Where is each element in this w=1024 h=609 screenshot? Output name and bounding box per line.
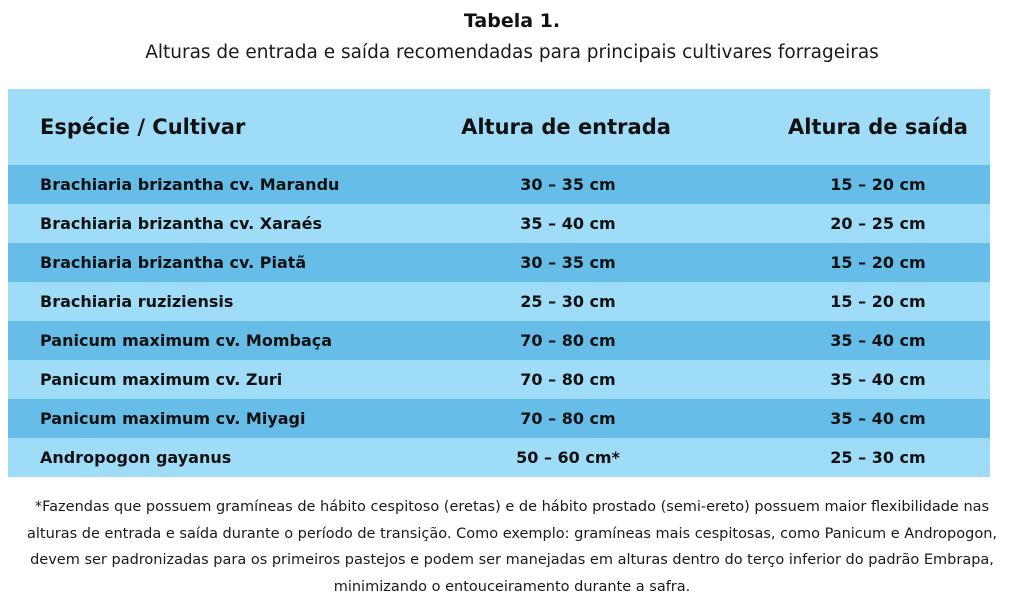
exit-height-cell: 15 – 20 cm: [830, 175, 926, 194]
species-cell: Brachiaria brizantha cv. Marandu: [40, 175, 340, 194]
table-subtitle: Alturas de entrada e saída recomendadas …: [145, 42, 879, 63]
table-footnote: *Fazendas que possuem gramíneas de hábit…: [26, 499, 997, 595]
entry-height-cell: 70 – 80 cm: [520, 370, 616, 389]
table-row: Brachiaria brizantha cv. Piatã 30 – 35 c…: [8, 243, 990, 282]
species-cell: Panicum maximum cv. Zuri: [40, 370, 283, 389]
species-cell: Panicum maximum cv. Mombaça: [40, 331, 333, 350]
exit-height-cell: 35 – 40 cm: [830, 370, 926, 389]
forage-heights-table: Espécie / Cultivar Altura de entrada Alt…: [8, 89, 990, 477]
entry-height-cell: 25 – 30 cm: [520, 292, 616, 311]
table-row: Panicum maximum cv. Mombaça 70 – 80 cm 3…: [8, 321, 990, 360]
exit-height-cell: 25 – 30 cm: [830, 448, 926, 467]
entry-height-cell: 50 – 60 cm*: [516, 448, 620, 467]
table-row: Andropogon gayanus 50 – 60 cm* 25 – 30 c…: [8, 438, 990, 477]
exit-height-cell: 15 – 20 cm: [830, 253, 926, 272]
exit-height-cell: 35 – 40 cm: [830, 331, 926, 350]
table-row: Panicum maximum cv. Miyagi 70 – 80 cm 35…: [8, 399, 990, 438]
exit-height-cell: 20 – 25 cm: [830, 214, 926, 233]
table-row: Brachiaria ruziziensis 25 – 30 cm 15 – 2…: [8, 282, 990, 321]
entry-height-cell: 30 – 35 cm: [520, 253, 616, 272]
species-cell: Brachiaria ruziziensis: [40, 292, 234, 311]
header-exit-height: Altura de saída: [788, 115, 968, 139]
header-species: Espécie / Cultivar: [40, 115, 246, 139]
table-row: Brachiaria brizantha cv. Xaraés 35 – 40 …: [8, 204, 990, 243]
table-row: Panicum maximum cv. Zuri 70 – 80 cm 35 –…: [8, 360, 990, 399]
exit-height-cell: 15 – 20 cm: [830, 292, 926, 311]
entry-height-cell: 70 – 80 cm: [520, 331, 616, 350]
entry-height-cell: 35 – 40 cm: [520, 214, 616, 233]
species-cell: Panicum maximum cv. Miyagi: [40, 409, 306, 428]
species-cell: Andropogon gayanus: [40, 448, 232, 467]
exit-height-cell: 35 – 40 cm: [830, 409, 926, 428]
header-entry-height: Altura de entrada: [461, 115, 671, 139]
entry-height-cell: 30 – 35 cm: [520, 175, 616, 194]
entry-height-cell: 70 – 80 cm: [520, 409, 616, 428]
table-header-row: Espécie / Cultivar Altura de entrada Alt…: [8, 89, 990, 165]
table-title: Tabela 1.: [463, 10, 561, 32]
table-row: Brachiaria brizantha cv. Marandu 30 – 35…: [8, 165, 990, 204]
species-cell: Brachiaria brizantha cv. Piatã: [40, 253, 307, 272]
species-cell: Brachiaria brizantha cv. Xaraés: [40, 214, 322, 233]
